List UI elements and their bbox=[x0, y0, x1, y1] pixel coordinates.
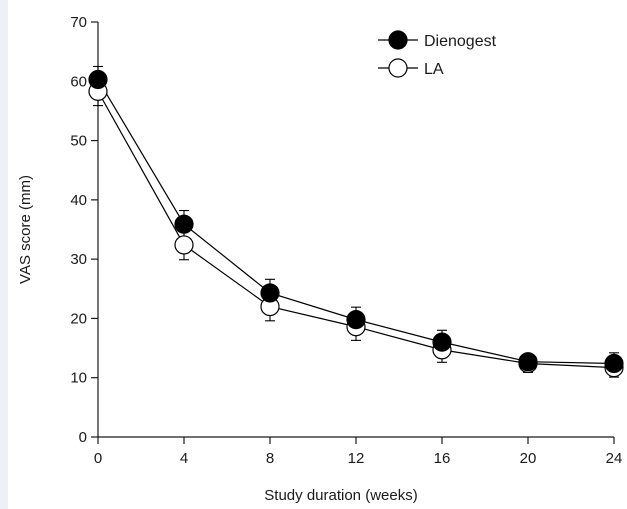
point-la-4 bbox=[174, 235, 194, 255]
y-tick-label-20: 20 bbox=[70, 310, 87, 327]
point-dienogest-20 bbox=[518, 352, 538, 372]
x-tick-label-24: 24 bbox=[606, 450, 623, 467]
point-dienogest-12 bbox=[346, 310, 366, 330]
y-tick-label-60: 60 bbox=[70, 73, 87, 90]
x-tick-label-20: 20 bbox=[520, 450, 537, 467]
x-tick-label-4: 4 bbox=[180, 450, 188, 467]
y-tick-label-40: 40 bbox=[70, 192, 87, 209]
legend-marker-dienogest bbox=[388, 30, 408, 50]
x-tick-label-12: 12 bbox=[348, 450, 365, 467]
vas-score-line-chart: 0 10 20 30 40 50 60 70 0 4 8 12 16 20 24 Study duratio… bbox=[17, 14, 624, 504]
point-dienogest-24 bbox=[604, 353, 624, 374]
y-tick-label-70: 70 bbox=[70, 14, 87, 31]
x-tick-label-0: 0 bbox=[94, 450, 102, 467]
chart-frame: 0 10 20 30 40 50 60 70 0 4 8 12 16 20 24 Study duratio… bbox=[8, 0, 627, 509]
point-dienogest-16 bbox=[432, 332, 452, 352]
x-axis-label: Study duration (weeks) bbox=[264, 487, 417, 504]
point-dienogest-8 bbox=[260, 283, 280, 303]
markers-dienogest bbox=[88, 69, 624, 374]
y-tick-label-30: 30 bbox=[70, 251, 87, 268]
legend: Dienogest LA bbox=[378, 30, 497, 78]
y-tick-label-50: 50 bbox=[70, 133, 87, 150]
markers-la bbox=[88, 81, 624, 378]
series-layer bbox=[88, 65, 624, 378]
legend-label-la: LA bbox=[424, 61, 444, 78]
point-dienogest-4 bbox=[174, 214, 194, 234]
y-tick-label-10: 10 bbox=[70, 370, 87, 387]
x-tick-label-16: 16 bbox=[434, 450, 451, 467]
x-tick-label-8: 8 bbox=[266, 450, 274, 467]
y-axis-label: VAS score (mm) bbox=[17, 175, 34, 284]
legend-label-dienogest: Dienogest bbox=[424, 33, 497, 50]
axes: 0 10 20 30 40 50 60 70 0 4 8 12 16 20 24 bbox=[70, 14, 622, 467]
legend-marker-la bbox=[388, 58, 408, 78]
point-dienogest-0 bbox=[88, 69, 108, 90]
y-tick-label-0: 0 bbox=[79, 429, 87, 446]
